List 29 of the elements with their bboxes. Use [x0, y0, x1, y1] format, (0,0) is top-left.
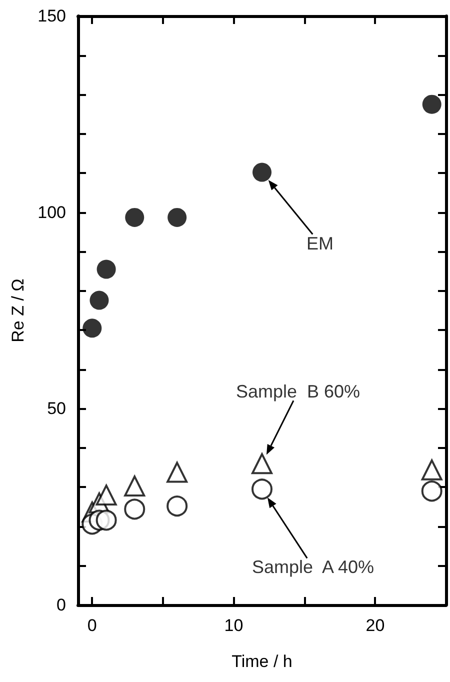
point [125, 208, 144, 227]
point [252, 453, 272, 474]
point [124, 498, 146, 520]
point [82, 318, 102, 338]
point [166, 496, 188, 517]
x-tick-label: 20 [366, 616, 385, 635]
point [90, 290, 109, 310]
point [421, 480, 442, 502]
y-tick-label: 100 [38, 202, 66, 222]
y-tick-label: 150 [38, 6, 66, 26]
y-tick-label: 0 [56, 596, 66, 614]
text: Sample A 40% [252, 557, 374, 578]
point [166, 462, 188, 483]
point [96, 510, 117, 531]
text: EM [306, 233, 334, 254]
point [252, 478, 272, 500]
y-tick-label: 50 [47, 399, 66, 418]
point [96, 260, 116, 279]
y-axis-title: Re Z / Ω [8, 278, 28, 342]
x-axis-title: Time / h [232, 652, 292, 671]
x-tick-label: 0 [87, 616, 97, 635]
point [421, 459, 442, 480]
point [96, 484, 117, 506]
point [168, 208, 187, 227]
text: Sample B 60% [236, 382, 360, 402]
point [124, 476, 146, 497]
x-tick-label: 10 [224, 616, 244, 635]
point [252, 162, 272, 182]
point [422, 94, 442, 114]
